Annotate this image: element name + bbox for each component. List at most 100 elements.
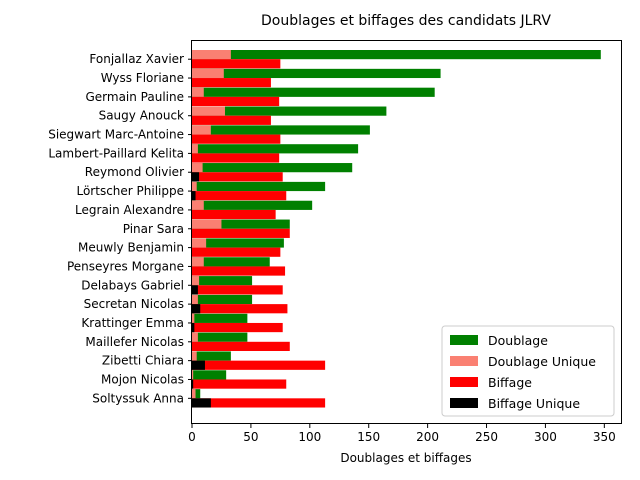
legend-swatch <box>450 398 478 408</box>
x-axis: 0 50 100 150 200 250 300 350 <box>188 424 616 444</box>
bar-doublage-5 <box>192 144 359 154</box>
x-tick-label: 250 <box>475 430 498 444</box>
bar-biffage-4 <box>192 134 281 144</box>
y-tick-label: Wyss Floriane <box>101 71 184 85</box>
bar-doublage-unique-5 <box>192 144 198 154</box>
bar-doublage-18 <box>192 389 201 399</box>
bar-doublage-16 <box>192 351 231 361</box>
y-tick-label: Siegwart Marc-Antoine <box>48 128 184 142</box>
x-tick-label: 300 <box>534 430 557 444</box>
bar-biffage-14 <box>192 322 283 333</box>
y-tick-label: Zibetti Chiara <box>102 354 184 368</box>
bar-biffage-0 <box>192 59 281 69</box>
bar-doublage-unique-1 <box>192 68 224 79</box>
bar-doublage-unique-7 <box>192 181 197 192</box>
bar-biffage-6 <box>192 172 283 182</box>
legend-label: Doublage <box>488 333 548 348</box>
x-tick-label: 350 <box>593 430 616 444</box>
y-tick-label: Reymond Olivier <box>85 165 184 179</box>
y-tick-label: Germain Pauline <box>85 90 184 104</box>
legend-label: Doublage Unique <box>488 354 596 369</box>
bar-doublage-9 <box>192 219 290 229</box>
bar-doublage-1 <box>192 68 441 79</box>
y-tick-label: Soltyssuk Anna <box>92 391 184 405</box>
bar-doublage-17 <box>192 370 227 380</box>
bar-biffage-7 <box>192 191 287 201</box>
bar-biffage-unique-6 <box>192 172 200 182</box>
bar-biffage-unique-18 <box>192 398 211 408</box>
legend-swatch <box>450 377 478 387</box>
bar-doublage-unique-9 <box>192 219 222 229</box>
bar-doublage-14 <box>192 313 248 323</box>
bar-doublage-8 <box>192 200 313 210</box>
x-tick-label: 150 <box>357 430 380 444</box>
bar-doublage-unique-11 <box>192 257 204 267</box>
bar-doublage-unique-18 <box>192 389 196 399</box>
bar-doublage-15 <box>192 332 248 342</box>
y-tick-label: Pinar Sara <box>123 222 184 236</box>
plot-frame <box>191 40 622 424</box>
bar-doublage-10 <box>192 238 284 248</box>
y-tick-label: Legrain Alexandre <box>75 203 184 217</box>
bar-biffage-unique-7 <box>192 191 196 201</box>
legend-frame <box>441 325 615 417</box>
y-tick-label: Secretan Nicolas <box>84 297 184 311</box>
bar-doublage-unique-16 <box>192 351 197 361</box>
y-tick-label: Fonjallaz Xavier <box>89 52 184 66</box>
bar-doublage-unique-6 <box>192 163 203 173</box>
bars-group <box>192 50 601 408</box>
bar-biffage-unique-14 <box>192 322 195 333</box>
legend-swatch <box>450 356 478 366</box>
bar-doublage-unique-2 <box>192 87 204 97</box>
y-tick-label: Meuwly Benjamin <box>78 241 184 255</box>
bar-doublage-4 <box>192 125 370 135</box>
bar-biffage-8 <box>192 209 276 220</box>
bar-doublage-7 <box>192 181 326 192</box>
bar-doublage-11 <box>192 257 270 267</box>
bar-doublage-unique-14 <box>192 313 195 323</box>
bar-biffage-unique-17 <box>192 379 194 389</box>
bar-biffage-unique-12 <box>192 285 198 295</box>
bar-doublage-unique-4 <box>192 125 211 135</box>
x-tick-label: 100 <box>298 430 321 444</box>
bar-biffage-11 <box>192 266 286 276</box>
x-tick-label: 200 <box>416 430 439 444</box>
legend-label: Biffage Unique <box>488 396 580 411</box>
bar-biffage-10 <box>192 247 281 257</box>
y-tick-label: Saugy Anouck <box>99 109 184 123</box>
x-axis-label: Doublages et biffages <box>340 451 471 465</box>
bar-biffage-unique-16 <box>192 360 205 370</box>
y-tick-label: Penseyres Morgane <box>67 259 184 273</box>
bar-doublage-12 <box>192 276 253 286</box>
bar-doublage-unique-15 <box>192 332 198 342</box>
y-tick-label: Delabays Gabriel <box>81 278 184 292</box>
bar-biffage-12 <box>192 285 283 295</box>
y-axis: Fonjallaz Xavier Wyss Floriane Germain Pau… <box>48 52 192 405</box>
bar-biffage-16 <box>192 360 326 370</box>
bar-doublage-unique-3 <box>192 106 225 116</box>
bar-doublage-2 <box>192 87 435 97</box>
y-tick-label: Lörtscher Philippe <box>76 184 184 198</box>
legend-swatch <box>450 335 478 345</box>
bar-doublage-unique-10 <box>192 238 207 248</box>
chart-title: Doublages et biffages des candidats JLRV <box>261 13 551 29</box>
bar-biffage-unique-13 <box>192 304 201 314</box>
bar-biffage-2 <box>192 96 280 107</box>
bar-doublage-13 <box>192 294 253 305</box>
legend: Doublage Doublage Unique Biffage Biffage Un… <box>441 325 615 417</box>
bar-biffage-9 <box>192 228 290 238</box>
bar-biffage-1 <box>192 78 271 88</box>
bar-biffage-18 <box>192 398 326 408</box>
bar-doublage-0 <box>192 50 601 60</box>
bar-biffage-15 <box>192 341 290 351</box>
y-tick-label: Lambert-Paillard Kelita <box>48 146 184 160</box>
x-tick-label: 0 <box>188 430 196 444</box>
bar-doublage-unique-8 <box>192 200 204 210</box>
legend-label: Biffage <box>488 375 532 390</box>
bar-biffage-17 <box>192 379 287 389</box>
bar-doublage-unique-13 <box>192 294 198 305</box>
bar-doublage-unique-12 <box>192 276 200 286</box>
bar-biffage-3 <box>192 115 271 125</box>
bar-doublage-unique-17 <box>192 370 194 380</box>
